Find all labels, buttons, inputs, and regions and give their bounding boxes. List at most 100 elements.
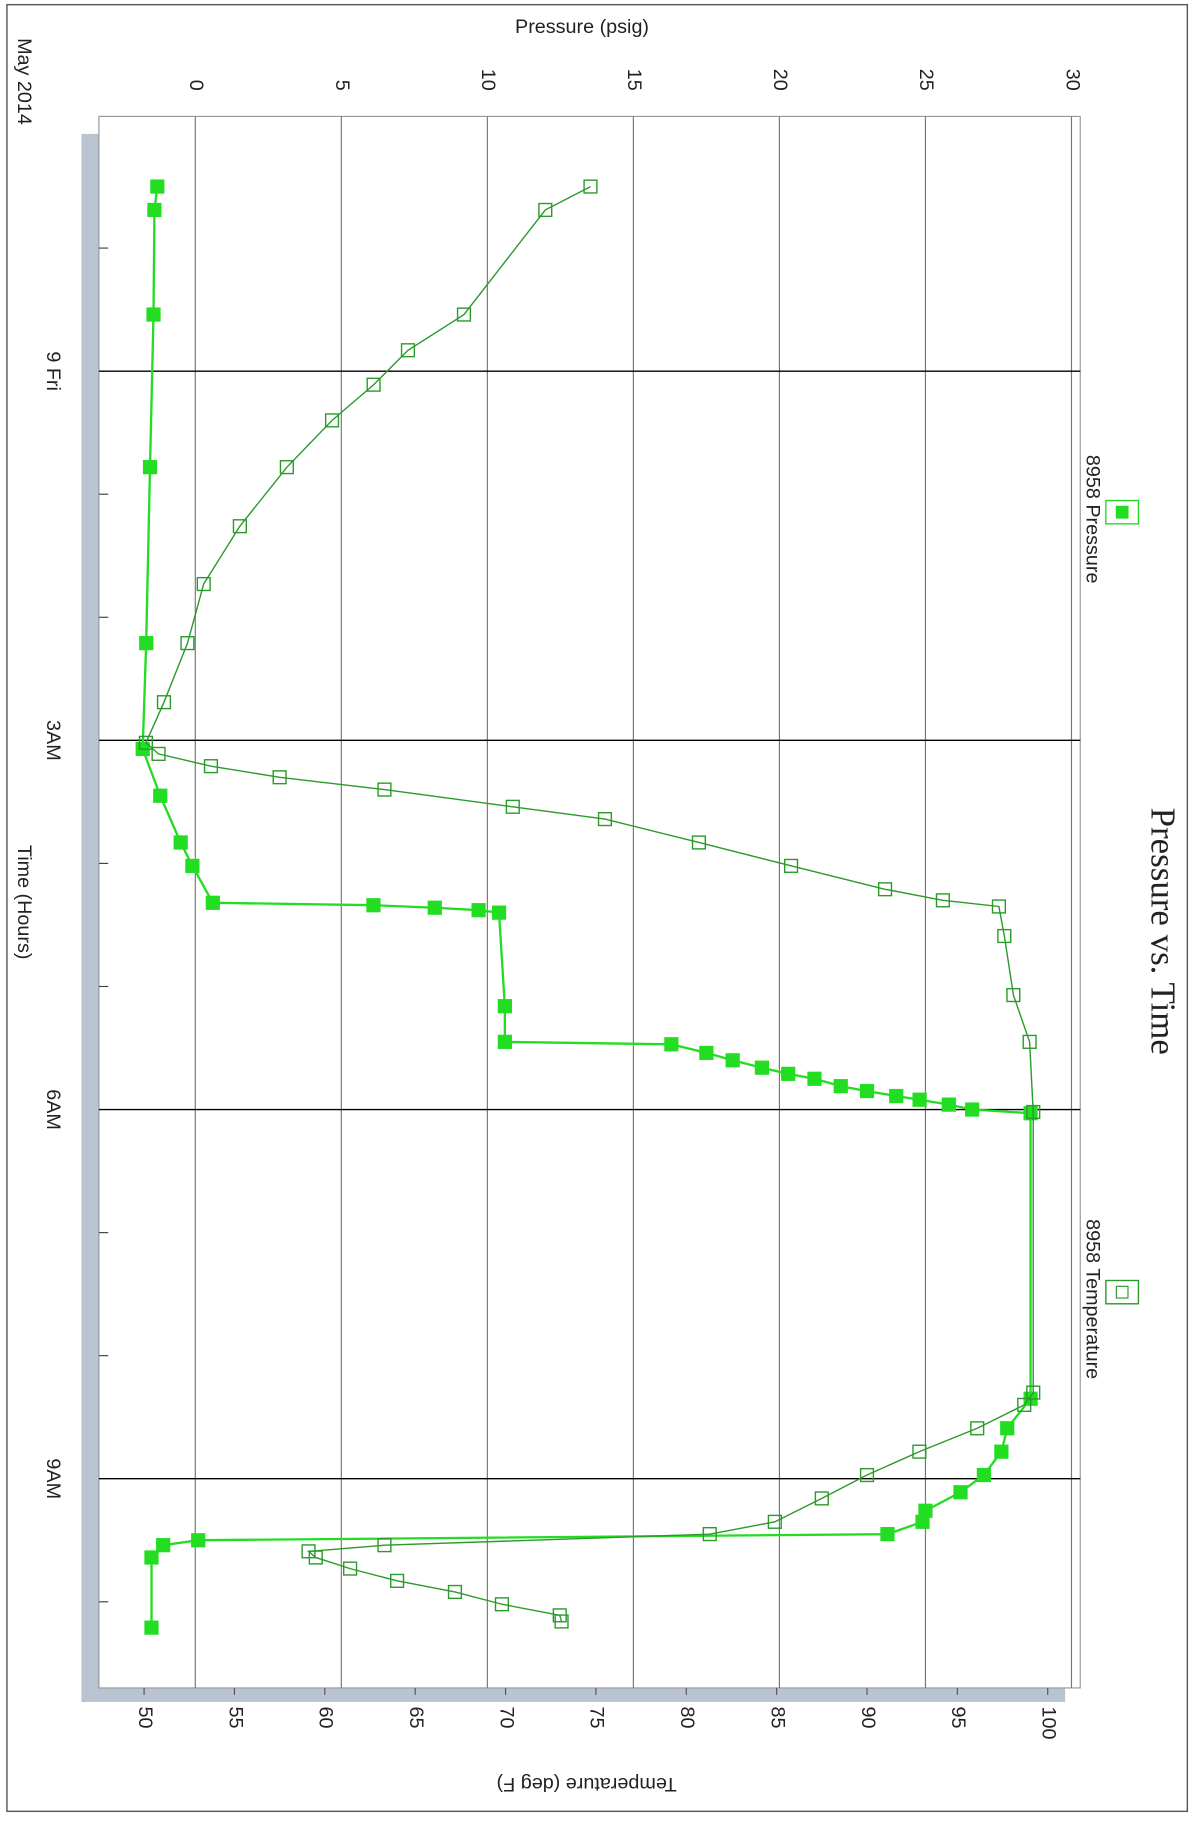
y-tick-label: 10	[477, 69, 499, 91]
pressure-marker	[191, 1533, 206, 1548]
temperature-marker	[935, 893, 950, 908]
y-tick-label: 0	[185, 80, 207, 91]
temperature-marker	[970, 1421, 985, 1436]
pressure-marker	[915, 1514, 930, 1529]
temperature-marker	[308, 1550, 323, 1565]
temperature-marker	[151, 746, 166, 761]
pressure-marker	[205, 895, 220, 910]
temperature-marker	[767, 1514, 782, 1529]
y-tick-label: 15	[623, 69, 645, 91]
pressure-marker	[880, 1527, 895, 1542]
temperature-marker	[554, 1614, 569, 1629]
x-tick-label: 9AM	[42, 1458, 64, 1499]
temperature-marker	[343, 1561, 358, 1576]
y2-tick-label: 55	[224, 1707, 246, 1729]
pressure-marker	[859, 1083, 875, 1099]
pressure-marker	[941, 1097, 956, 1112]
pressure-marker	[1000, 1421, 1015, 1436]
temperature-marker	[447, 1584, 463, 1600]
pressure-marker	[185, 858, 200, 873]
temperature-marker	[138, 735, 153, 750]
pressure-marker	[156, 1538, 171, 1553]
y2-tick-label: 70	[495, 1707, 517, 1729]
temperature-marker	[997, 928, 1012, 944]
pressure-marker	[427, 900, 442, 915]
temperature-marker	[538, 202, 553, 218]
y-tick-label: 20	[769, 69, 791, 91]
pressure-marker	[139, 636, 154, 651]
y-tick-label: 30	[1061, 69, 1083, 91]
temperature-marker	[390, 1573, 405, 1588]
date-label: May 2014	[13, 38, 35, 125]
rotated-frame: Pressure vs. Time May 2014 Time (Hours) …	[6, 3, 1189, 1813]
y2-tick-label: 100	[1037, 1707, 1059, 1740]
temperature-marker	[877, 882, 893, 897]
temperature-marker	[456, 307, 472, 322]
pressure-marker	[366, 898, 381, 913]
temperature-marker	[597, 812, 613, 827]
pressure-marker	[976, 1467, 991, 1483]
pressure-marker	[147, 202, 162, 218]
pressure-marker	[912, 1092, 927, 1107]
temperature-marker	[1006, 987, 1021, 1003]
temperature-marker	[377, 1538, 392, 1553]
legend-marker	[1115, 505, 1129, 519]
y2-tick-label: 95	[947, 1707, 969, 1729]
temperature-marker	[505, 799, 520, 814]
pressure-marker	[491, 905, 507, 920]
legend-marker	[1115, 1285, 1129, 1299]
y2-tick-label: 80	[676, 1707, 698, 1729]
pressure-marker	[142, 460, 158, 475]
legend-label: 8958 Pressure	[1082, 455, 1104, 584]
pressure-marker	[994, 1444, 1009, 1459]
legend-label: 8958 Temperature	[1082, 1219, 1104, 1379]
temperature-marker	[203, 759, 219, 774]
temperature-marker	[279, 460, 294, 475]
x-tick-label: 9 Fri	[42, 351, 64, 391]
legend-box	[1105, 499, 1140, 525]
temperature-marker	[324, 413, 340, 428]
temperature-marker	[1026, 1385, 1041, 1400]
chart-title: Pressure vs. Time	[1143, 808, 1182, 1055]
shadow-bottom	[81, 133, 99, 1702]
x-tick-label: 6AM	[42, 1089, 64, 1130]
temperature-marker	[1026, 1104, 1041, 1120]
temperature-marker	[702, 1527, 717, 1542]
temperature-marker	[494, 1597, 510, 1612]
pressure-marker	[153, 788, 168, 803]
temperature-marker	[400, 343, 416, 358]
temperature-marker	[814, 1491, 829, 1506]
pressure-marker	[173, 835, 188, 850]
pressure-marker	[754, 1060, 769, 1075]
legend-box	[1105, 1279, 1140, 1305]
y-axis-title: Pressure (psig)	[515, 16, 649, 38]
temperature-marker	[377, 782, 392, 797]
pressure-marker	[965, 1102, 980, 1117]
temperature-marker	[583, 179, 598, 194]
temperature-marker	[272, 770, 287, 785]
pressure-marker	[150, 179, 165, 194]
y2-tick-label: 85	[766, 1707, 788, 1729]
y-tick-label: 5	[331, 80, 353, 91]
pressure-marker	[497, 1034, 512, 1049]
outer-border	[6, 3, 1189, 1813]
y2-tick-label: 60	[315, 1707, 337, 1729]
pressure-marker	[699, 1045, 714, 1061]
temperature-marker	[859, 1467, 875, 1483]
pressure-marker	[833, 1079, 848, 1094]
pressure-marker	[725, 1053, 740, 1068]
y2-tick-label: 65	[405, 1707, 427, 1729]
y2-tick-label: 75	[586, 1707, 608, 1729]
pressure-marker	[146, 307, 161, 322]
series-line	[145, 185, 1034, 1622]
temperature-marker	[991, 899, 1007, 914]
temperature-marker	[156, 695, 172, 710]
y2-tick-label: 50	[134, 1707, 156, 1729]
temperature-marker	[912, 1444, 927, 1459]
temperature-marker	[232, 519, 247, 534]
x-axis-title: Time (Hours)	[13, 845, 35, 960]
temperature-marker	[1022, 1034, 1037, 1049]
pressure-marker	[664, 1037, 679, 1052]
